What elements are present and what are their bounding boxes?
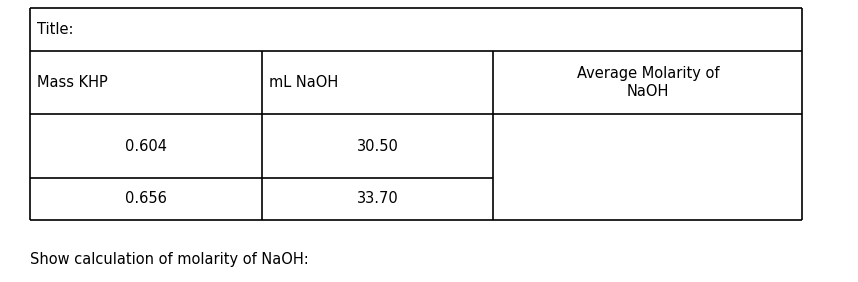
Text: 0.656: 0.656 (125, 191, 166, 206)
Text: Average Molarity of
NaOH: Average Molarity of NaOH (577, 66, 719, 99)
Text: 33.70: 33.70 (357, 191, 398, 206)
Text: Mass KHP: Mass KHP (37, 75, 107, 90)
Text: Show calculation of molarity of NaOH:: Show calculation of molarity of NaOH: (30, 252, 309, 267)
Text: mL NaOH: mL NaOH (269, 75, 338, 90)
Text: 30.50: 30.50 (357, 138, 398, 154)
Text: Title:: Title: (37, 22, 74, 37)
Text: 0.604: 0.604 (125, 138, 166, 154)
